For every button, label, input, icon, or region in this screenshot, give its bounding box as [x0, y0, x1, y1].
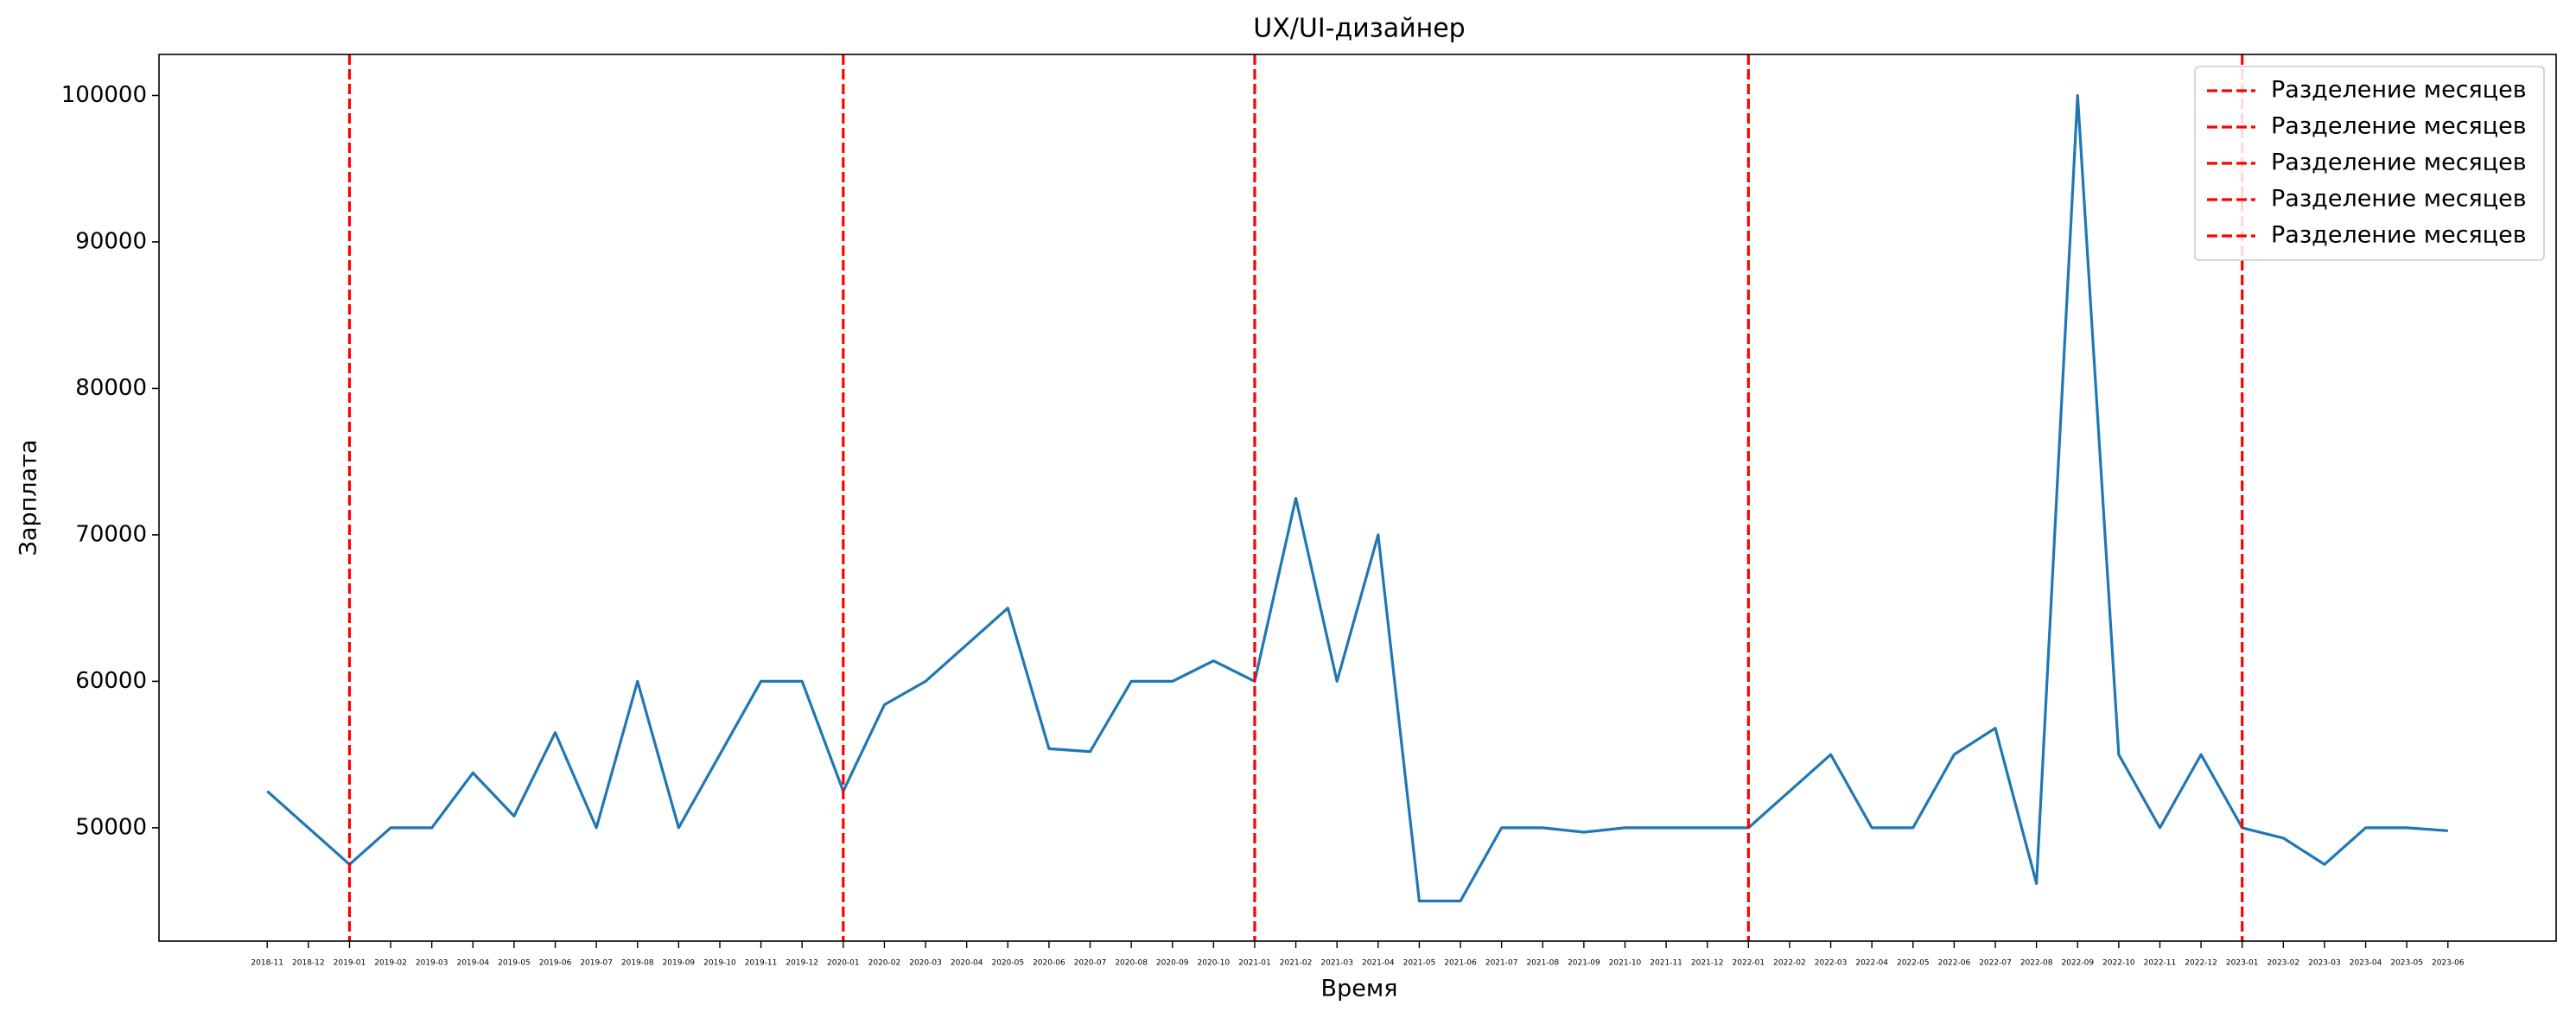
x-tick-label: 2021-08 [1526, 959, 1559, 968]
x-tick-label: 2023-03 [2308, 959, 2341, 968]
x-tick-label: 2022-09 [2061, 959, 2094, 968]
legend-label: Разделение месяцев [2271, 186, 2527, 213]
x-tick-label: 2018-12 [292, 959, 325, 968]
x-tick-label: 2022-10 [2102, 959, 2135, 968]
x-tick-label: 2021-01 [1238, 959, 1271, 968]
x-tick-label: 2023-04 [2350, 959, 2382, 968]
x-tick-label: 2020-03 [909, 959, 942, 968]
x-tick-label: 2020-08 [1115, 959, 1148, 968]
data-line [266, 93, 2448, 903]
x-tick-label: 2019-10 [703, 959, 736, 968]
x-tick-label: 2022-01 [1733, 959, 1765, 968]
x-tick-label: 2021-07 [1485, 959, 1518, 968]
x-tick-label: 2019-11 [745, 959, 778, 968]
x-tick-label: 2022-06 [1938, 959, 1971, 968]
x-tick-label: 2022-12 [2185, 959, 2217, 968]
x-tick-label: 2023-05 [2390, 959, 2423, 968]
x-tick-label: 2021-09 [1568, 959, 1600, 968]
x-tick-label: 2023-02 [2268, 959, 2300, 968]
x-tick-label: 2019-05 [498, 959, 531, 968]
y-tick-label: 90000 [75, 228, 147, 254]
x-tick-label: 2019-03 [416, 959, 448, 968]
x-tick-label: 2019-06 [539, 959, 572, 968]
legend-box [2194, 66, 2545, 261]
x-tick-label: 2020-10 [1198, 959, 1231, 968]
x-tick-label: 2018-11 [251, 959, 283, 968]
x-tick-label: 2022-05 [1897, 959, 1930, 968]
x-tick-label: 2019-02 [374, 959, 407, 968]
x-tick-label: 2020-02 [868, 959, 901, 968]
x-tick-label: 2022-04 [1855, 959, 1888, 968]
x-tick-label: 2019-08 [621, 959, 654, 968]
x-tick-label: 2022-11 [2144, 959, 2177, 968]
x-tick-label: 2022-03 [1815, 959, 1848, 968]
y-tick-label: 50000 [75, 814, 147, 840]
x-tick-label: 2019-01 [334, 959, 366, 968]
x-tick-label: 2020-06 [1033, 959, 1065, 968]
x-tick-label: 2021-02 [1280, 959, 1313, 968]
x-tick-label: 2023-06 [2432, 959, 2465, 968]
x-tick-label: 2020-04 [951, 959, 983, 968]
legend-label: Разделение месяцев [2271, 150, 2527, 176]
plot-frame [158, 54, 2557, 942]
y-axis-label: Зарплата [16, 440, 42, 557]
x-axis-label: Время [1321, 976, 1398, 1002]
x-tick-label: 2021-06 [1444, 959, 1477, 968]
x-tick-label: 2019-07 [580, 959, 613, 968]
x-tick-label: 2021-05 [1403, 959, 1436, 968]
x-tick-label: 2020-01 [827, 959, 860, 968]
x-tick-label: 2021-04 [1362, 959, 1395, 968]
x-tick-label: 2020-05 [991, 959, 1024, 968]
x-tick-label: 2022-08 [2020, 959, 2053, 968]
y-tick-label: 70000 [75, 521, 147, 547]
x-tick-label: 2019-12 [786, 959, 818, 968]
x-tick-label: 2022-02 [1773, 959, 1806, 968]
legend-label: Разделение месяцев [2271, 113, 2527, 140]
x-tick-label: 2022-07 [1979, 959, 2012, 968]
legend-label: Разделение месяцев [2271, 222, 2527, 249]
y-tick-label: 100000 [61, 82, 147, 108]
x-tick-label: 2021-03 [1320, 959, 1353, 968]
chart-title: UX/UI-дизайнер [1253, 14, 1465, 44]
x-tick-label: 2020-07 [1074, 959, 1107, 968]
x-tick-label: 2019-04 [456, 959, 489, 968]
x-tick-label: 2019-09 [663, 959, 696, 968]
y-tick-label: 60000 [75, 668, 147, 694]
x-tick-label: 2021-10 [1609, 959, 1642, 968]
y-tick-label: 80000 [75, 375, 147, 401]
x-tick-label: 2020-09 [1156, 959, 1189, 968]
x-tick-label: 2021-11 [1650, 959, 1682, 968]
legend-label: Разделение месяцев [2271, 77, 2527, 104]
x-tick-label: 2023-01 [2226, 959, 2259, 968]
x-tick-label: 2021-12 [1691, 959, 1724, 968]
